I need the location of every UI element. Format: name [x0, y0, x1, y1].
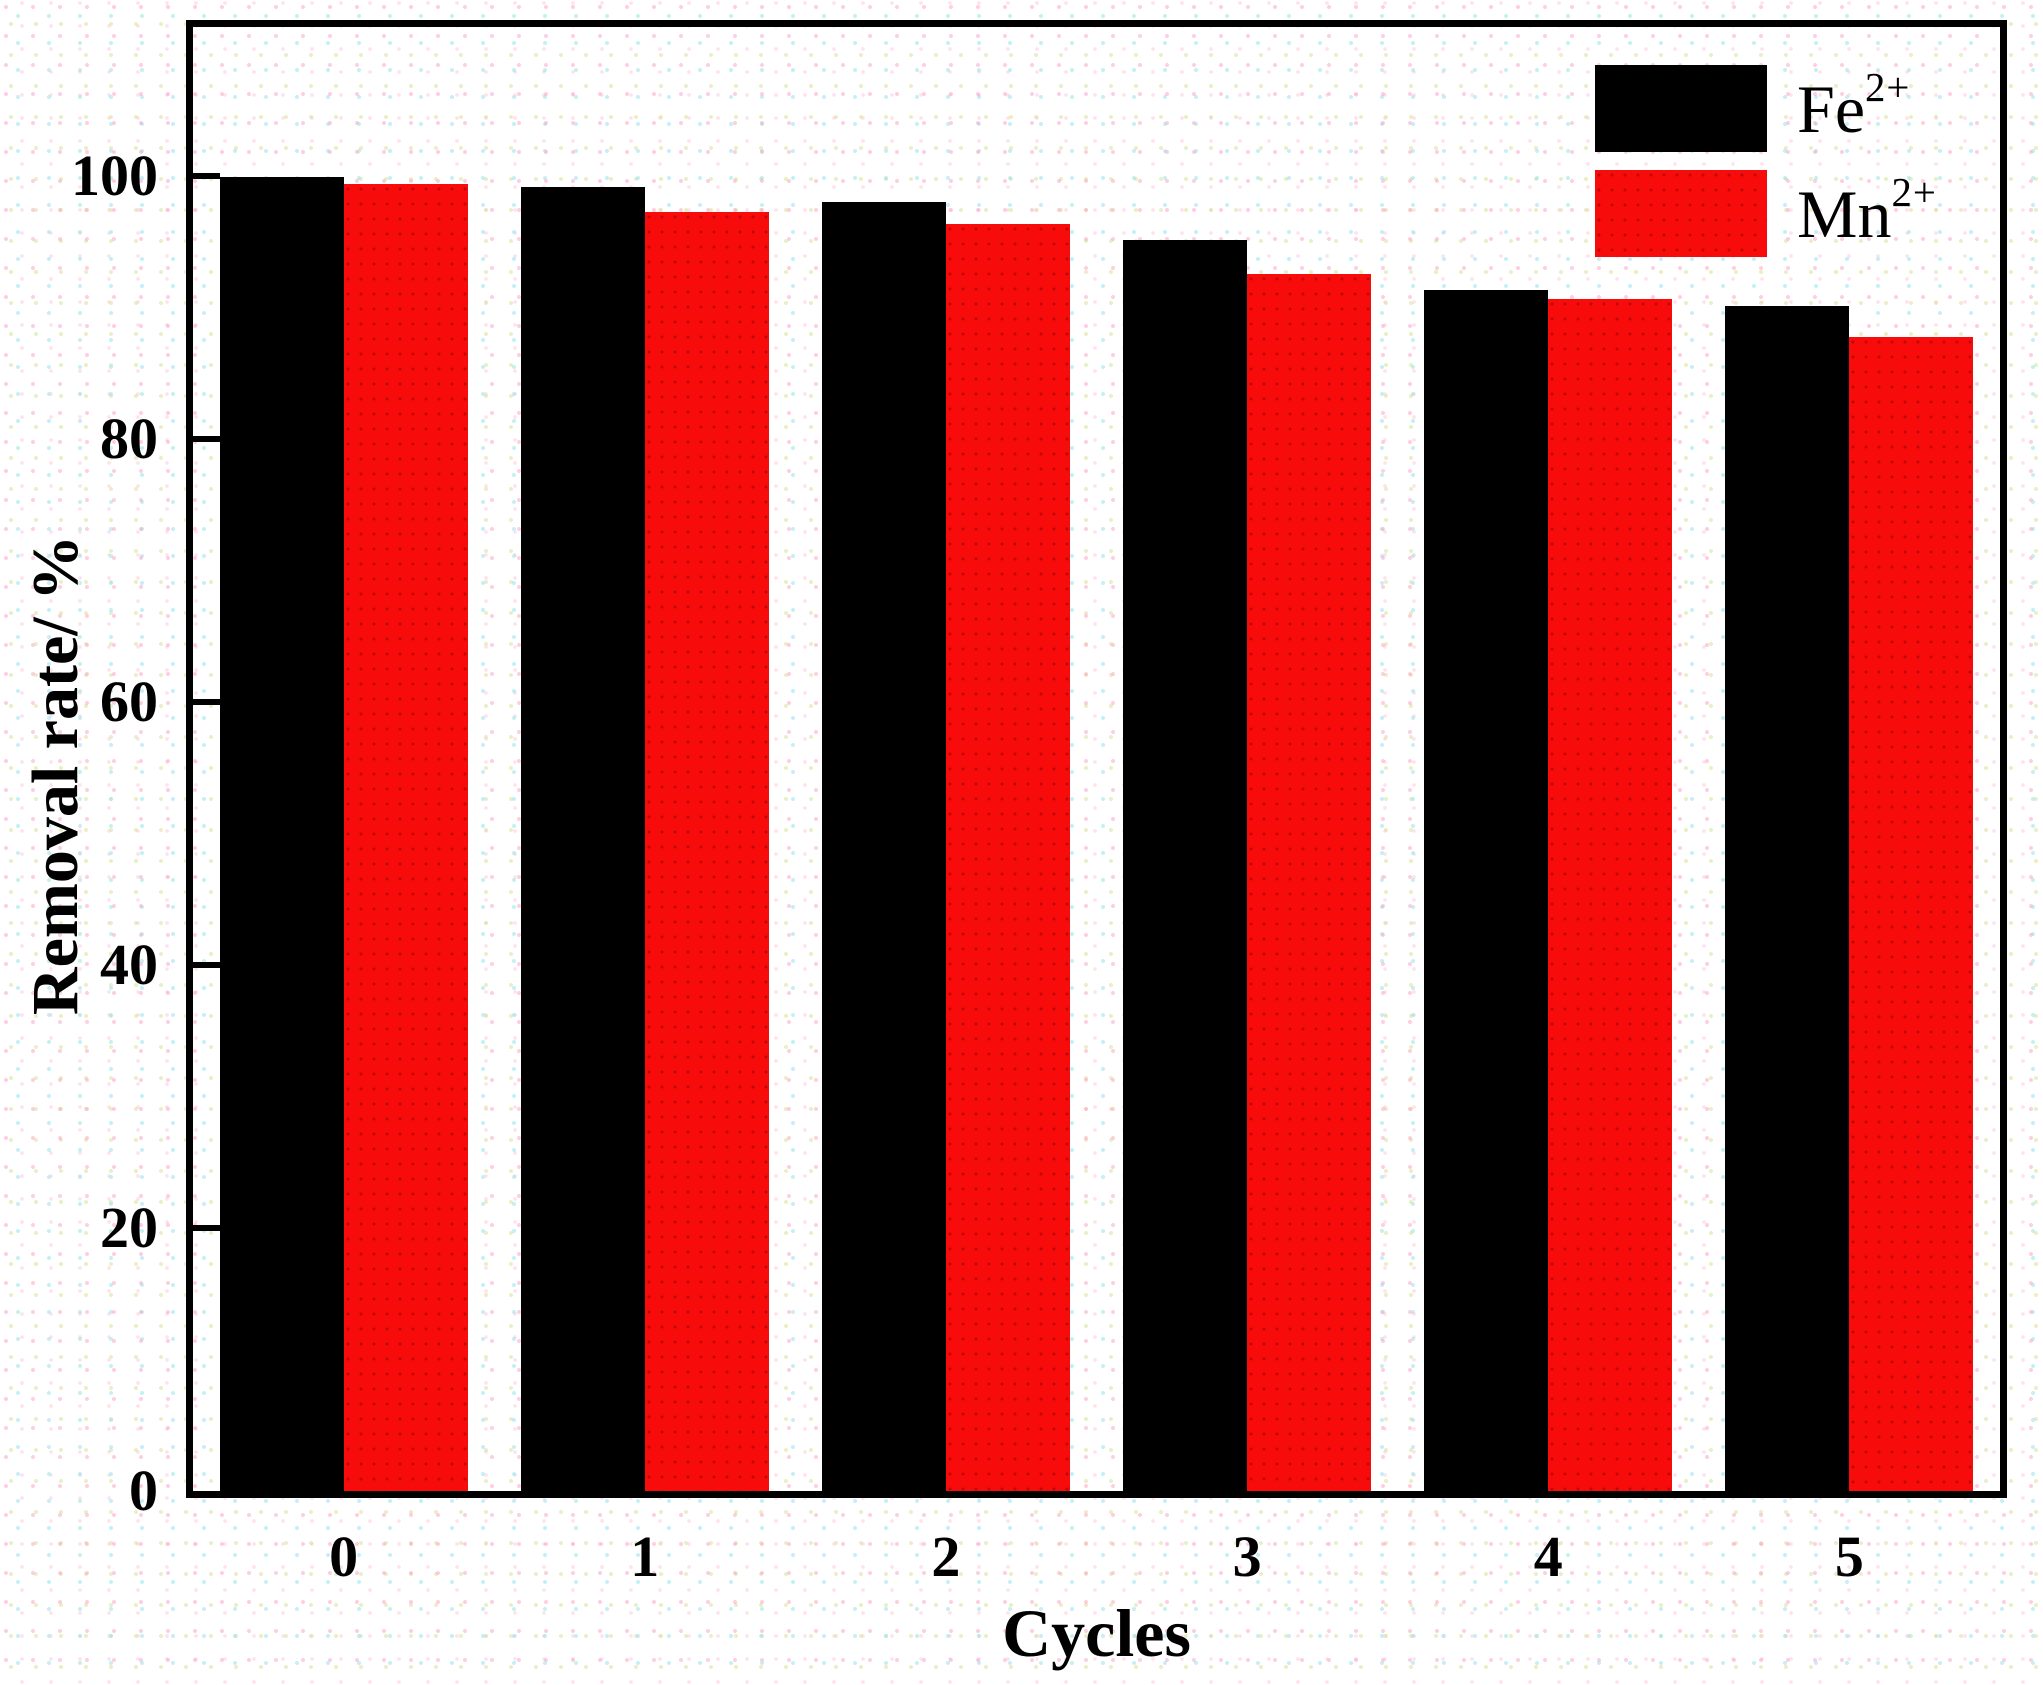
x-tick-label-5: 5 [1834, 1524, 1864, 1589]
x-tick-label-2: 2 [931, 1524, 961, 1589]
y-tick-label-60: 60 [100, 668, 158, 734]
y-tick-100 [193, 172, 220, 179]
bar-fe-cycle-2 [821, 201, 946, 1491]
y-tick-label-0: 0 [129, 1458, 158, 1523]
bar-fe-cycle-3 [1123, 240, 1248, 1491]
bar-mn-cycle-4 [1548, 299, 1673, 1491]
bar-fe-cycle-4 [1424, 290, 1549, 1491]
legend-swatch-mn [1595, 170, 1767, 257]
y-tick-60 [193, 698, 220, 705]
y-axis-ticks [193, 27, 2000, 1491]
bar-mn-cycle-3 [1247, 274, 1372, 1491]
bar-fe-cycle-5 [1725, 305, 1850, 1491]
x-tick-label-1: 1 [630, 1524, 660, 1589]
legend-label-mn: Mn2+ [1797, 172, 1937, 248]
y-tick-label-20: 20 [100, 1194, 158, 1260]
y-tick-80 [193, 435, 220, 442]
y-tick-20 [193, 1224, 220, 1231]
bar-mn-cycle-2 [945, 224, 1070, 1491]
bar-mn-cycle-0 [343, 183, 468, 1491]
x-tick-label-0: 0 [329, 1524, 359, 1589]
bar-mn-cycle-5 [1849, 337, 1974, 1491]
legend-label-fe-text: Fe [1797, 70, 1865, 147]
legend-item-mn: Mn2+ [1595, 170, 1937, 257]
legend: Fe2+ Mn2+ [1595, 65, 1937, 275]
plot-area: Fe2+ Mn2+ [186, 20, 2007, 1498]
y-tick-label-100: 100 [71, 142, 158, 208]
y-tick-label-40: 40 [100, 931, 158, 997]
bar-fe-cycle-0 [219, 176, 344, 1491]
bars-layer [193, 27, 2000, 1491]
legend-label-mn-text: Mn [1797, 175, 1892, 252]
legend-label-mn-superscript: 2+ [1891, 169, 1937, 215]
x-tick-label-4: 4 [1533, 1524, 1563, 1589]
y-tick-40 [193, 961, 220, 968]
bar-mn-cycle-1 [644, 212, 769, 1491]
legend-swatch-fe [1595, 65, 1767, 152]
bar-fe-cycle-1 [520, 187, 645, 1491]
legend-label-fe: Fe2+ [1797, 67, 1910, 143]
y-tick-label-80: 80 [100, 405, 158, 471]
legend-label-fe-superscript: 2+ [1865, 64, 1911, 110]
x-axis-title: Cycles [1002, 1595, 1191, 1671]
x-tick-label-3: 3 [1232, 1524, 1262, 1589]
legend-item-fe: Fe2+ [1595, 65, 1937, 152]
